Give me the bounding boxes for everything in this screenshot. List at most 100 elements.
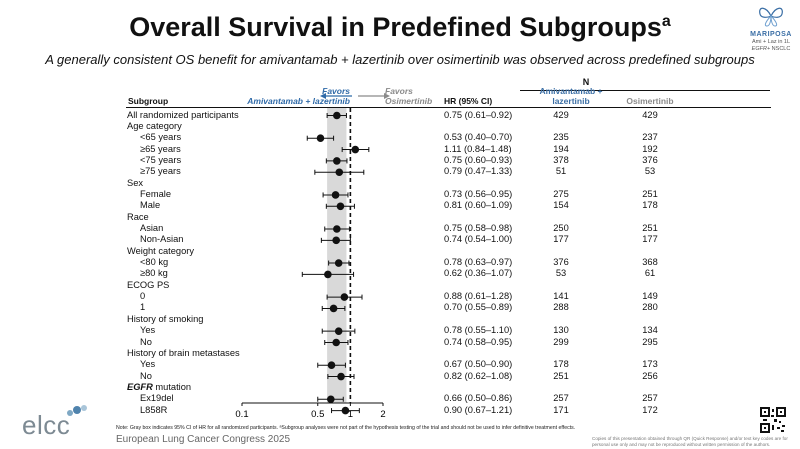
hr-ci-value: 0.62 (0.36–1.07) — [444, 268, 513, 279]
n-osimertinib: 172 — [642, 404, 658, 415]
hr-header: HR (95% CI) — [444, 96, 493, 106]
subgroup-label: ≥65 years — [140, 143, 181, 154]
n-header: N — [582, 77, 590, 87]
x-tick-label: 0.1 — [235, 409, 248, 420]
n-ami-laz: 250 — [553, 223, 569, 233]
n-ami-laz: 130 — [553, 325, 569, 336]
n-osimertinib: 237 — [642, 132, 658, 143]
subgroup-label: 1 — [140, 302, 146, 313]
favors-ami-label: Favors Amivantamab + lazertinib — [247, 86, 350, 106]
conference-name: European Lung Cancer Congress 2025 — [116, 434, 291, 445]
footnote: Note: Gray box indicates 95% CI of HR fo… — [116, 425, 576, 431]
butterfly-icon — [759, 7, 783, 27]
hr-point — [341, 406, 350, 415]
n-osimertinib: 177 — [642, 234, 658, 245]
n-osimertinib: 295 — [642, 336, 658, 347]
n-osimertinib: 368 — [642, 257, 658, 268]
subgroup-label: Weight category — [127, 245, 195, 256]
hr-point — [334, 327, 343, 335]
arm2-header: Osimertinib — [626, 96, 674, 106]
logo-line-1: Ami + Laz in 1L — [751, 39, 791, 45]
elcc-dots-icon — [67, 405, 87, 416]
n-header-rule — [520, 90, 770, 91]
hr-point — [329, 304, 338, 313]
hr-point — [327, 395, 335, 404]
n-osimertinib: 251 — [642, 188, 658, 199]
n-ami-laz: 178 — [553, 359, 569, 370]
hr-point — [351, 145, 360, 154]
hr-point — [333, 225, 341, 233]
hr-point — [340, 293, 349, 301]
n-ami-laz: 194 — [553, 143, 569, 154]
subgroup-label: Ex19del — [140, 393, 174, 404]
n-ami-laz: 288 — [553, 302, 569, 313]
hr-point — [333, 157, 341, 165]
n-ami-laz: 429 — [553, 109, 569, 120]
n-ami-laz: 275 — [553, 188, 569, 199]
hr-ci-value: 0.75 (0.61–0.92) — [444, 109, 513, 120]
n-osimertinib: 192 — [642, 143, 658, 154]
qr-code-icon[interactable] — [760, 407, 786, 433]
hr-ci-value: 0.78 (0.63–0.97) — [444, 257, 513, 268]
subgroup-label: <80 kg — [140, 257, 169, 268]
n-osimertinib: 429 — [642, 109, 658, 120]
logo-line-2: EGFR+ NSCLC — [751, 45, 791, 52]
n-osimertinib: 257 — [642, 393, 658, 404]
subgroup-label: All randomized participants — [127, 109, 239, 120]
hr-ci-value: 0.53 (0.40–0.70) — [444, 132, 513, 143]
subgroup-label: <75 years — [140, 154, 182, 165]
arrow-left-icon — [320, 93, 326, 99]
hr-ci-value: 1.11 (0.84–1.48) — [444, 143, 512, 154]
subgroup-label: EGFR mutation — [127, 381, 192, 392]
n-ami-laz: 51 — [555, 166, 567, 177]
n-ami-laz: 53 — [555, 268, 567, 279]
n-ami-laz: 141 — [553, 291, 569, 302]
hr-point — [316, 134, 325, 142]
page-subtitle: A generally consistent OS benefit for am… — [45, 52, 755, 67]
subgroup-label: ECOG PS — [127, 279, 170, 290]
hr-point — [334, 259, 343, 267]
x-tick-label: 0.5 — [311, 409, 324, 420]
subgroup-label: Female — [140, 188, 172, 199]
hr-ci-value: 0.75 (0.60–0.93) — [444, 154, 513, 165]
subgroup-label: L858R — [140, 404, 168, 415]
n-osimertinib: 149 — [642, 291, 658, 302]
hr-ci-value: 0.90 (0.67–1.21) — [444, 404, 513, 415]
hr-ci-value: 0.75 (0.58–0.98) — [444, 223, 513, 233]
ci-shaded-band — [327, 108, 347, 403]
hr-ci-value: 0.70 (0.55–0.89) — [444, 302, 513, 313]
subgroup-label: Asian — [140, 223, 164, 233]
subgroup-label: Male — [140, 200, 161, 211]
subgroup-label: History of brain metastases — [127, 347, 240, 358]
subgroup-label: Yes — [140, 359, 156, 370]
x-tick-label: 1 — [348, 409, 353, 420]
hr-point — [333, 111, 341, 120]
copyright-note: Copies of this presentation obtained thr… — [592, 436, 788, 447]
hr-ci-value: 0.88 (0.61–1.28) — [444, 291, 513, 302]
hr-point — [327, 361, 336, 370]
n-osimertinib: 251 — [642, 223, 658, 233]
n-ami-laz: 257 — [553, 393, 569, 404]
header-rule — [126, 107, 771, 108]
hr-ci-value: 0.67 (0.50–0.90) — [444, 359, 513, 370]
hr-ci-value: 0.73 (0.56–0.95) — [444, 188, 513, 199]
favors-osi-label: Favors Osimertinib — [385, 86, 433, 106]
subgroup-header: Subgroup — [128, 96, 169, 106]
hr-point — [331, 191, 340, 199]
mariposa-logo: MARIPOSA Ami + Laz in 1L EGFR+ NSCLC — [742, 4, 800, 52]
hr-ci-value: 0.78 (0.55–1.10) — [444, 325, 513, 336]
subgroup-label: No — [140, 370, 152, 381]
subgroup-label: Race — [127, 211, 149, 222]
n-osimertinib: 256 — [642, 370, 658, 381]
n-osimertinib: 173 — [642, 359, 658, 370]
n-ami-laz: 251 — [553, 370, 569, 381]
n-ami-laz: 299 — [553, 336, 569, 347]
hr-point — [337, 372, 345, 381]
subgroup-label: History of smoking — [127, 313, 204, 324]
hr-point — [335, 168, 344, 177]
n-osimertinib: 376 — [642, 154, 658, 165]
hr-point — [324, 270, 332, 279]
subgroup-label: Non-Asian — [140, 234, 184, 245]
n-osimertinib: 134 — [642, 325, 658, 336]
